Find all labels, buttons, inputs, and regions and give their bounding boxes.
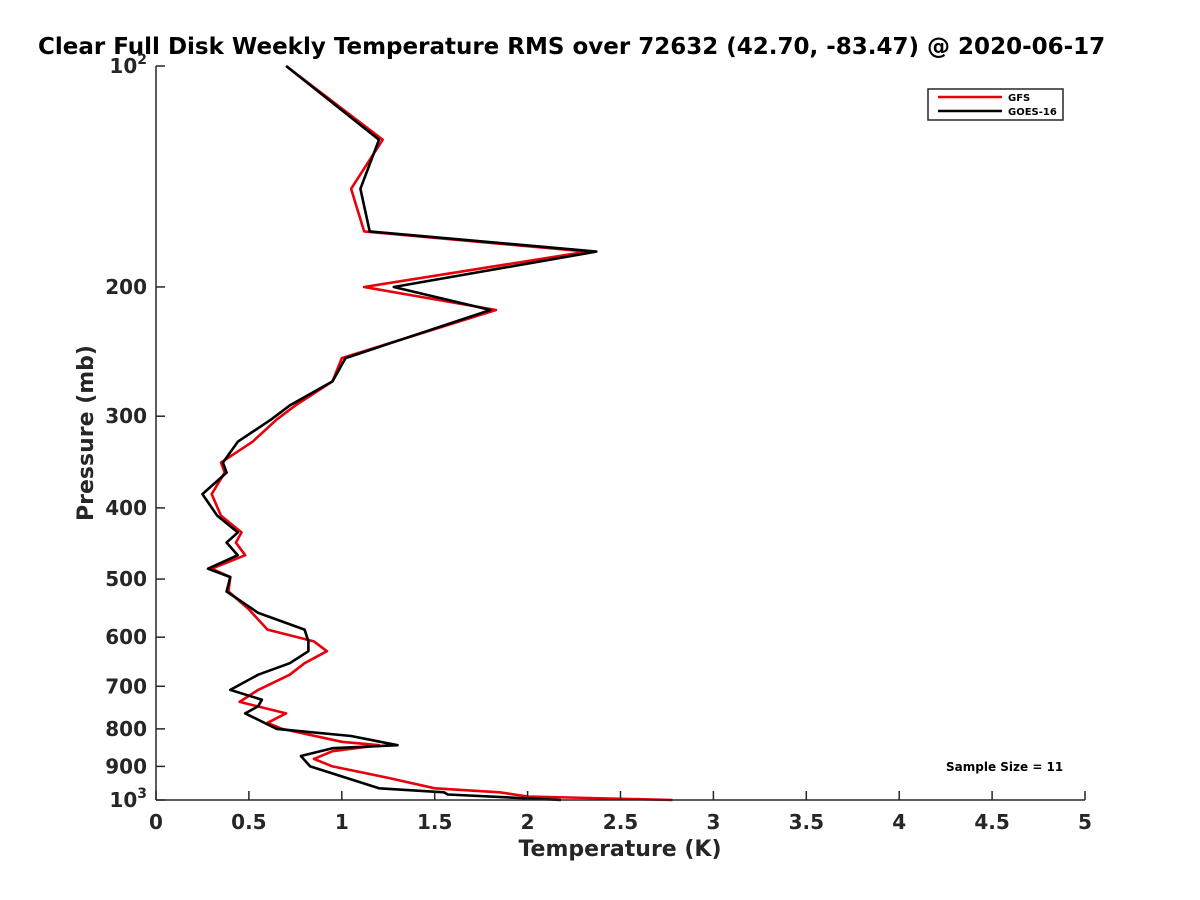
x-tick-label: 3 (706, 810, 720, 834)
x-tick-label: 5 (1078, 810, 1092, 834)
y-tick-label: 103 (109, 786, 147, 812)
x-axis-label: Temperature (K) (518, 837, 721, 862)
plot-area (201, 64, 673, 802)
y-tick-label: 900 (105, 754, 147, 778)
sample-size-annotation: Sample Size = 11 (946, 760, 1063, 774)
y-tick-label: 700 (105, 674, 147, 698)
x-tick-label: 0 (149, 810, 163, 834)
legend-label-gfs: GFS (1008, 93, 1030, 104)
y-tick-label: 600 (105, 625, 147, 649)
y-tick-label: 102 (109, 52, 147, 78)
x-tick-label: 4.5 (974, 810, 1009, 834)
x-tick-label: 3.5 (789, 810, 824, 834)
legend: GFS GOES-16 (927, 88, 1064, 121)
x-tick-label: 2.5 (603, 810, 638, 834)
x-tick-label: 0.5 (231, 810, 266, 834)
y-tick-label: 200 (105, 275, 147, 299)
x-axis: 0 0.5 1 1.5 2 2.5 3 3.5 4 4.5 5 (149, 791, 1092, 834)
legend-label-goes-16: GOES-16 (1008, 107, 1057, 118)
series-line-goes-16 (201, 64, 598, 802)
x-tick-label: 4 (892, 810, 906, 834)
y-axis: 102 200 300 400 500 600 700 800 900 103 (105, 52, 165, 812)
y-tick-label: 800 (105, 717, 147, 741)
y-tick-label: 400 (105, 496, 147, 520)
chart-title: Clear Full Disk Weekly Temperature RMS o… (38, 34, 1105, 60)
y-tick-label: 300 (105, 404, 147, 428)
x-tick-label: 2 (521, 810, 535, 834)
x-tick-label: 1.5 (417, 810, 452, 834)
y-tick-label: 500 (105, 567, 147, 591)
x-tick-label: 1 (335, 810, 349, 834)
legend-box (927, 88, 1064, 121)
y-axis-label: Pressure (mb) (74, 345, 99, 521)
series-line-gfs (210, 64, 673, 802)
